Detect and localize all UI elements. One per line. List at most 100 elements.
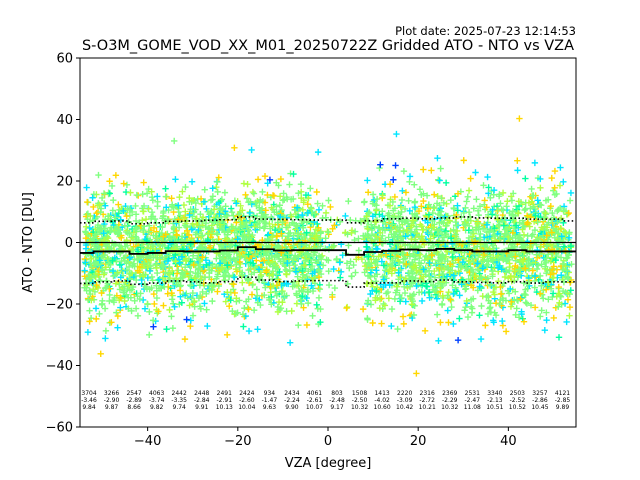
data-point: [523, 300, 531, 307]
data-point: [443, 273, 451, 280]
data-point: [120, 180, 127, 187]
data-point: [460, 157, 467, 164]
data-point: [311, 210, 319, 217]
data-point: [548, 254, 556, 261]
data-point: [348, 273, 355, 280]
data-point: [462, 204, 469, 212]
data-point: [557, 164, 564, 171]
data-point: [381, 215, 388, 222]
data-point: [126, 254, 133, 261]
data-point: [159, 274, 167, 282]
data-point: [148, 194, 156, 201]
data-point: [245, 266, 252, 274]
plot-date: Plot date: 2025-07-23 12:14:53: [395, 24, 576, 38]
data-point: [246, 209, 254, 217]
data-point: [264, 191, 271, 199]
data-point: [549, 209, 556, 217]
data-point: [290, 242, 297, 249]
data-point: [431, 221, 438, 228]
data-point: [145, 228, 153, 235]
data-point: [434, 280, 442, 287]
bin-stat-count: 4063: [149, 390, 164, 397]
data-point: [492, 300, 500, 307]
data-point: [345, 242, 352, 249]
data-point: [564, 254, 571, 261]
data-point: [376, 304, 384, 312]
data-point: [454, 202, 461, 209]
data-point: [230, 281, 237, 288]
data-point: [418, 223, 425, 230]
data-point: [416, 251, 424, 258]
data-point: [95, 243, 102, 251]
data-point: [364, 280, 371, 288]
data-point: [233, 295, 240, 302]
data-point: [153, 294, 161, 302]
data-point: [309, 270, 316, 277]
data-point: [453, 227, 461, 235]
data-point: [139, 296, 147, 304]
bin-stat-mean: -2.50: [352, 397, 368, 404]
data-point: [412, 252, 419, 260]
data-point: [181, 263, 189, 271]
data-point: [168, 313, 175, 320]
data-point: [133, 191, 141, 199]
data-point: [408, 235, 415, 243]
data-point: [362, 232, 369, 239]
lower-spread-line: [80, 276, 576, 288]
data-point: [522, 265, 529, 272]
data-point: [344, 231, 351, 238]
data-point: [302, 257, 309, 264]
data-point: [481, 243, 489, 250]
data-point: [287, 229, 294, 237]
data-point: [85, 296, 92, 304]
data-point: [307, 185, 314, 192]
data-point: [186, 302, 193, 309]
data-point: [82, 228, 89, 235]
data-point: [537, 202, 545, 209]
data-point: [344, 280, 351, 288]
data-point: [551, 184, 558, 192]
data-point: [418, 233, 425, 241]
data-point: [425, 238, 433, 245]
data-point: [221, 189, 229, 196]
data-point: [531, 284, 538, 291]
x-axis-ticks: −40 −20 0 20 40: [134, 427, 517, 449]
data-point: [91, 272, 98, 279]
data-point: [565, 209, 572, 217]
data-point: [264, 180, 271, 187]
data-point: [250, 260, 257, 267]
bin-stat-count: 3340: [487, 390, 502, 397]
data-point: [317, 318, 324, 326]
data-point: [400, 320, 407, 328]
data-point: [232, 225, 240, 232]
data-point: [250, 190, 258, 197]
data-point: [181, 335, 189, 343]
data-point: [315, 266, 322, 273]
data-point: [197, 195, 205, 203]
data-point: [360, 199, 368, 206]
data-point: [231, 229, 238, 236]
data-point: [465, 209, 473, 216]
data-point: [106, 297, 113, 305]
data-point: [560, 219, 567, 226]
data-point: [266, 176, 274, 184]
data-point: [428, 252, 435, 259]
data-point: [552, 218, 560, 225]
data-point: [542, 197, 550, 204]
data-point: [542, 286, 550, 293]
data-point: [148, 213, 155, 221]
data-point: [265, 255, 272, 262]
bin-stat-count: 2369: [442, 390, 457, 397]
data-point: [562, 289, 569, 296]
data-point: [540, 215, 547, 222]
data-point: [396, 224, 404, 231]
data-point: [556, 204, 564, 212]
data-point: [411, 181, 418, 188]
data-point: [542, 263, 549, 270]
data-point: [261, 199, 269, 206]
data-point: [489, 242, 497, 249]
data-point: [342, 212, 349, 220]
data-point: [562, 255, 570, 262]
data-point: [179, 188, 186, 195]
data-point: [556, 299, 563, 307]
